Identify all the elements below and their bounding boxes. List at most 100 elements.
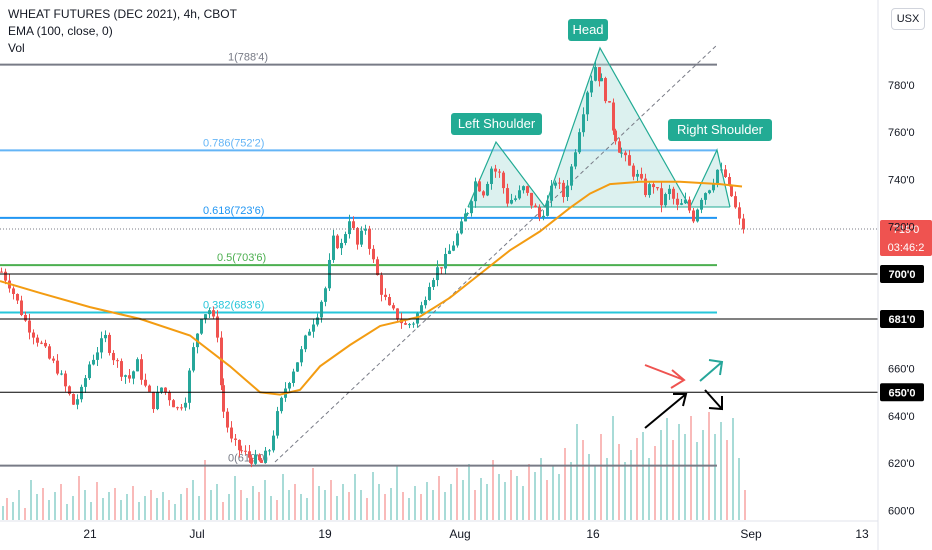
volume-bar	[192, 480, 194, 520]
candle-body	[720, 169, 723, 171]
candle-body	[352, 221, 355, 228]
volume-bar	[144, 496, 146, 520]
candle-body	[260, 460, 263, 463]
y-tick-label: 780'0	[888, 80, 915, 92]
candle-body	[60, 373, 63, 375]
volume-bar	[732, 418, 734, 520]
candle-body	[234, 438, 237, 440]
candle-body	[336, 235, 339, 249]
x-tick-label: 16	[586, 527, 600, 541]
volume-bar	[744, 490, 746, 520]
candle-body	[384, 294, 387, 298]
ema-line	[0, 180, 743, 396]
candle-body	[216, 316, 219, 338]
volume-bar	[456, 468, 458, 520]
candle-body	[160, 387, 163, 392]
level-price-badge	[880, 309, 924, 328]
candle-body	[180, 407, 183, 409]
candle-body	[112, 352, 115, 361]
candle-body	[340, 242, 343, 249]
candle-body	[456, 233, 459, 246]
volume-bar	[240, 490, 242, 520]
volume-bar	[576, 424, 578, 520]
candle-body	[392, 305, 395, 309]
price-axis: 780'0 760'0 740'0 720'0 660'0 640'0 620'0 600'0	[877, 0, 915, 550]
candle-body	[582, 114, 585, 133]
volume-bar	[720, 422, 722, 520]
x-tick-label: Aug	[449, 527, 470, 541]
red-arrow	[644, 364, 686, 389]
volume-bar	[384, 494, 386, 520]
ema-indicator-label[interactable]: EMA (100, close, 0)	[8, 24, 113, 38]
volume-bar	[540, 458, 542, 520]
volume-bar	[210, 490, 212, 520]
candle-body	[466, 213, 469, 215]
volume-bar	[228, 494, 230, 520]
volume-bar	[282, 474, 284, 520]
candle-body	[738, 207, 741, 219]
volume-bar	[30, 480, 32, 520]
candle-body	[590, 80, 593, 93]
volume-bar	[678, 424, 680, 520]
candle-body	[724, 169, 727, 178]
volume-bar	[528, 464, 530, 520]
candle-body	[48, 346, 51, 359]
ema-100-line	[0, 180, 743, 396]
candle-body	[100, 338, 103, 353]
volume-bar	[24, 508, 26, 520]
x-tick-label: 19	[318, 527, 332, 541]
candle-body	[620, 152, 623, 154]
candle-body	[40, 342, 43, 344]
candle-body	[168, 392, 171, 401]
candle-body	[124, 375, 127, 377]
candle-body	[652, 184, 655, 188]
candle-body	[424, 300, 427, 306]
candle-body	[32, 332, 35, 338]
candle-body	[226, 411, 229, 428]
chart-legend: WHEAT FUTURES (DEC 2021), 4h, CBOT EMA (…	[8, 6, 237, 57]
candle-body	[546, 200, 549, 216]
candle-body	[734, 196, 737, 208]
pattern-label-box	[568, 19, 608, 41]
volume-bar	[432, 490, 434, 520]
volume-bar	[504, 482, 506, 520]
volume-bar	[672, 440, 674, 520]
volume-bar	[594, 466, 596, 520]
volume-bar	[462, 480, 464, 520]
candle-body	[608, 101, 611, 103]
candle-body	[470, 201, 473, 214]
currency-button[interactable]: USX	[891, 8, 925, 30]
candle-body	[208, 310, 211, 315]
candle-body	[624, 152, 627, 156]
volume-bar	[444, 492, 446, 520]
volume-bar	[420, 494, 422, 520]
symbol-title[interactable]: WHEAT FUTURES (DEC 2021), 4h, CBOT	[8, 7, 237, 21]
volume-bar	[660, 430, 662, 520]
candle-body	[672, 188, 675, 199]
volume-bar	[450, 484, 452, 520]
candle-body	[570, 166, 573, 186]
candle-body	[452, 245, 455, 251]
volume-bar	[18, 490, 20, 520]
x-tick-label: Sep	[740, 527, 762, 541]
x-tick-label: Jul	[189, 527, 204, 541]
candle-body	[292, 371, 295, 383]
candle-body	[474, 181, 477, 202]
volume-bar	[606, 458, 608, 520]
candle-body	[272, 435, 275, 451]
candle-body	[176, 407, 179, 409]
volume-bars	[2, 412, 746, 520]
candle-body	[120, 361, 123, 377]
volume-indicator-label[interactable]: Vol	[8, 41, 25, 55]
volume-bar	[150, 490, 152, 520]
candle-body	[664, 194, 667, 206]
volume-bar	[498, 474, 500, 520]
candle-body	[490, 168, 493, 184]
candle-body	[728, 177, 731, 185]
volume-bar	[570, 462, 572, 520]
candle-body	[448, 250, 451, 254]
candle-body	[502, 172, 505, 189]
volume-bar	[204, 460, 206, 520]
candle-body	[506, 188, 509, 204]
